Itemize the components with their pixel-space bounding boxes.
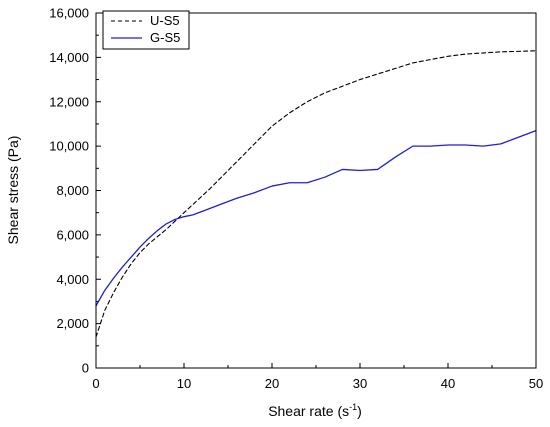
legend-label-g-s5: G-S5 (150, 30, 180, 45)
y-tick-label: 16,000 (49, 6, 89, 21)
x-tick-label: 40 (441, 376, 455, 391)
y-tick-label: 10,000 (49, 139, 89, 154)
x-axis-label: Shear rate (s-1) (268, 402, 362, 419)
x-axis-label-superscript: -1 (349, 402, 357, 412)
legend-label-u-s5: U-S5 (150, 13, 180, 28)
x-axis-label-end: ) (357, 403, 362, 419)
x-tick-label: 10 (177, 376, 191, 391)
y-tick-label: 2,000 (56, 316, 89, 331)
plot-frame (95, 12, 537, 369)
y-tick-label: 12,000 (49, 94, 89, 109)
x-axis-ticks: 0 10 20 30 40 50 (92, 363, 543, 391)
legend: U-S5 G-S5 (102, 10, 190, 50)
series-line-g-s5 (95, 129, 537, 307)
x-tick-label: 0 (92, 376, 99, 391)
y-tick-label: 6,000 (56, 227, 89, 242)
x-tick-label: 20 (265, 376, 279, 391)
series-layer (95, 50, 537, 338)
series-line-u-s5 (95, 50, 537, 338)
x-tick-label: 30 (353, 376, 367, 391)
y-tick-label: 8,000 (56, 183, 89, 198)
y-tick-label: 14,000 (49, 50, 89, 65)
x-axis-label-main: Shear rate (s (268, 403, 349, 419)
y-axis-label: Shear stress (Pa) (5, 136, 21, 245)
y-axis-ticks: 0 2,000 4,000 6,000 8,000 10,000 12,000 14,000 1… (49, 6, 101, 376)
x-tick-label: 50 (529, 376, 543, 391)
legend-box (102, 10, 190, 50)
y-tick-label: 4,000 (56, 272, 89, 287)
y-tick-label: 0 (82, 361, 89, 376)
